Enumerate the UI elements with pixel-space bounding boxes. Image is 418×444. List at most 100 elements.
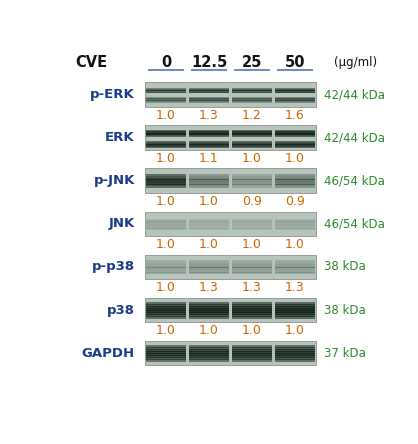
Bar: [146, 266, 186, 268]
Text: 1.0: 1.0: [242, 325, 262, 337]
Bar: [232, 261, 272, 262]
Bar: [146, 132, 186, 133]
Bar: [275, 269, 315, 271]
Text: 1.3: 1.3: [199, 109, 219, 122]
Bar: [232, 218, 272, 220]
Bar: [232, 181, 272, 183]
Text: 1.0: 1.0: [242, 238, 262, 251]
Bar: [275, 97, 315, 98]
Bar: [275, 133, 315, 134]
Bar: [275, 351, 315, 354]
Bar: [189, 266, 229, 268]
Text: p-ERK: p-ERK: [90, 88, 135, 101]
Bar: [232, 308, 272, 311]
Bar: [275, 174, 315, 176]
Bar: [189, 136, 229, 137]
Text: JNK: JNK: [109, 218, 135, 230]
Text: 37 kDa: 37 kDa: [324, 347, 366, 360]
Bar: [275, 102, 315, 103]
Bar: [275, 345, 315, 348]
Bar: [275, 218, 315, 220]
Bar: [146, 186, 186, 188]
Bar: [189, 91, 229, 92]
Bar: [275, 132, 315, 133]
Bar: [275, 101, 315, 102]
Bar: [189, 302, 229, 305]
Bar: [189, 143, 229, 144]
Bar: [146, 134, 186, 135]
Bar: [232, 174, 272, 176]
Text: ERK: ERK: [105, 131, 135, 144]
Bar: [232, 267, 272, 269]
Bar: [189, 145, 229, 146]
Bar: [146, 88, 186, 89]
Bar: [146, 222, 186, 223]
Bar: [146, 100, 186, 101]
Text: 1.0: 1.0: [156, 325, 176, 337]
Bar: [146, 89, 186, 90]
Bar: [146, 136, 186, 137]
Bar: [232, 98, 272, 99]
Bar: [275, 135, 315, 136]
Bar: [275, 131, 315, 132]
Text: p38: p38: [107, 304, 135, 317]
Bar: [275, 262, 315, 264]
Bar: [232, 134, 272, 135]
Bar: [232, 272, 272, 274]
Bar: [189, 186, 229, 188]
Bar: [146, 91, 186, 92]
Bar: [189, 304, 229, 307]
Text: 1.0: 1.0: [156, 195, 176, 208]
Bar: [275, 142, 315, 143]
Bar: [189, 347, 229, 350]
Bar: [232, 100, 272, 101]
Bar: [275, 186, 315, 188]
Bar: [189, 223, 229, 225]
Bar: [275, 355, 315, 358]
Bar: [275, 306, 315, 309]
Text: 1.2: 1.2: [242, 109, 262, 122]
Bar: [232, 146, 272, 147]
Text: 1.0: 1.0: [285, 152, 305, 165]
Bar: [146, 270, 186, 273]
Bar: [275, 184, 315, 186]
Bar: [232, 102, 272, 103]
Bar: [232, 227, 272, 229]
Bar: [275, 90, 315, 91]
Bar: [146, 135, 186, 136]
Bar: [232, 145, 272, 146]
Text: 1.0: 1.0: [199, 195, 219, 208]
Text: 1.0: 1.0: [156, 238, 176, 251]
Bar: [232, 142, 272, 143]
Bar: [146, 355, 186, 358]
Bar: [275, 261, 315, 262]
Text: (μg/ml): (μg/ml): [334, 56, 377, 69]
Bar: [146, 272, 186, 274]
Bar: [189, 184, 229, 186]
Bar: [275, 347, 315, 350]
Text: 46/54 kDa: 46/54 kDa: [324, 218, 385, 230]
Bar: [189, 349, 229, 352]
Bar: [189, 312, 229, 315]
Bar: [146, 97, 186, 98]
Text: 0.9: 0.9: [285, 195, 305, 208]
Bar: [232, 224, 272, 226]
Bar: [146, 347, 186, 350]
Bar: [146, 181, 186, 183]
Bar: [146, 310, 186, 313]
Bar: [189, 359, 229, 362]
Bar: [275, 176, 315, 178]
Bar: [232, 316, 272, 319]
Bar: [275, 316, 315, 319]
Bar: [275, 136, 315, 137]
Bar: [275, 179, 315, 182]
Bar: [275, 91, 315, 92]
Bar: [189, 357, 229, 360]
Bar: [275, 134, 315, 135]
Bar: [232, 183, 272, 185]
Bar: [232, 97, 272, 98]
Bar: [275, 88, 315, 89]
Bar: [232, 176, 272, 178]
Bar: [189, 261, 229, 262]
Text: 1.3: 1.3: [199, 281, 219, 294]
